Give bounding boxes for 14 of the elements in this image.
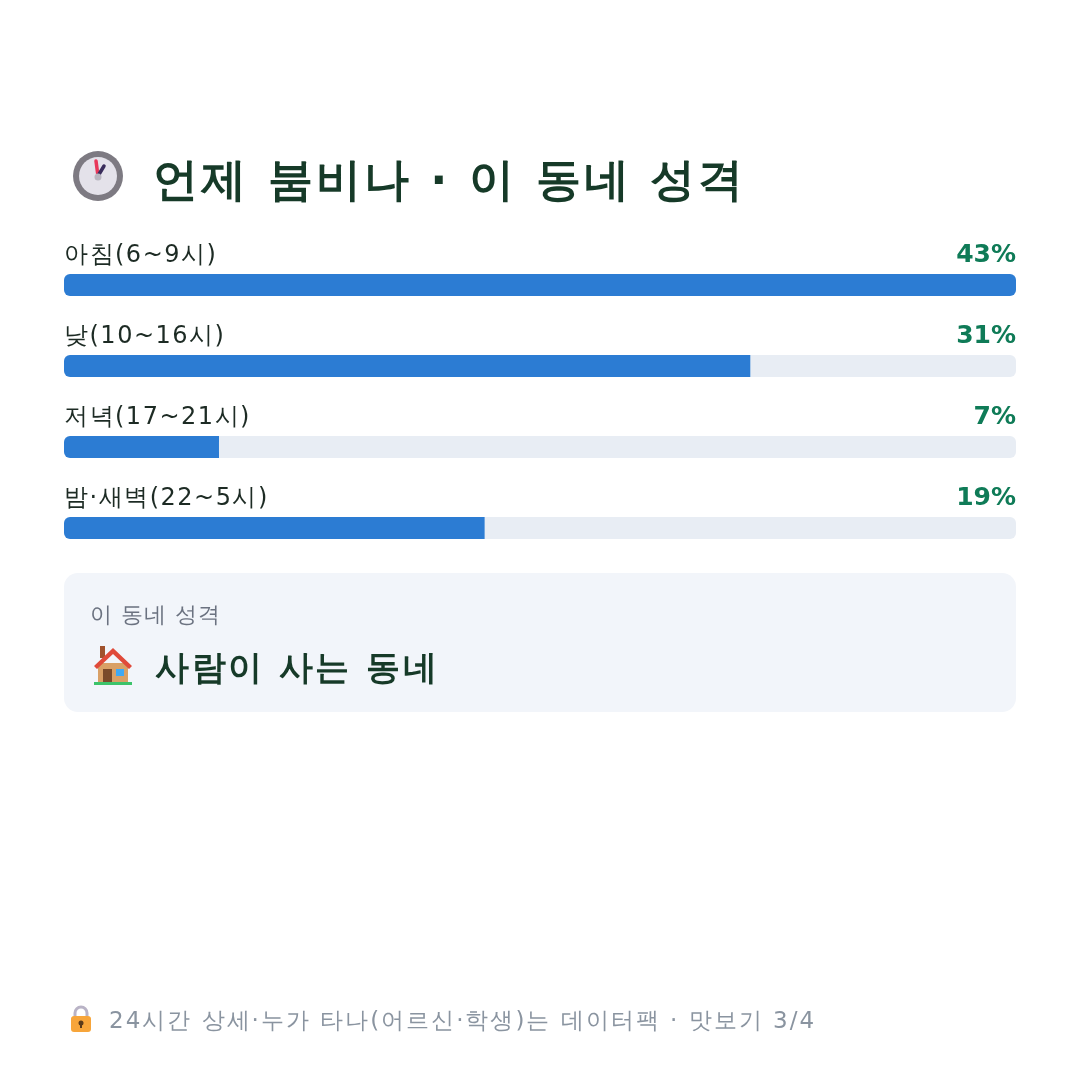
data-label: 43% <box>956 239 1016 268</box>
data-label: 7% <box>973 401 1016 430</box>
y-tick-label: 저녁(17~21시) <box>64 402 251 430</box>
y-tick-label: 밤·새벽(22~5시) <box>64 483 269 511</box>
chart-title: 언제 붐비나 · 이 동네 성격 <box>153 153 747 206</box>
text: 사람이 사는 동네 <box>155 647 440 687</box>
bar <box>64 436 219 458</box>
y-tick-label: 낮(10~16시) <box>64 321 226 349</box>
text: 24시간 상세·누가 타나(어르신·학생)는 데이터팩 · 맛보기 3/4 <box>109 1007 817 1033</box>
bar <box>64 274 1016 296</box>
data-label: 31% <box>956 320 1016 349</box>
text: 이 동네 성격 <box>90 602 221 627</box>
data-label: 19% <box>956 482 1016 511</box>
y-tick-label: 아침(6~9시) <box>64 240 218 268</box>
